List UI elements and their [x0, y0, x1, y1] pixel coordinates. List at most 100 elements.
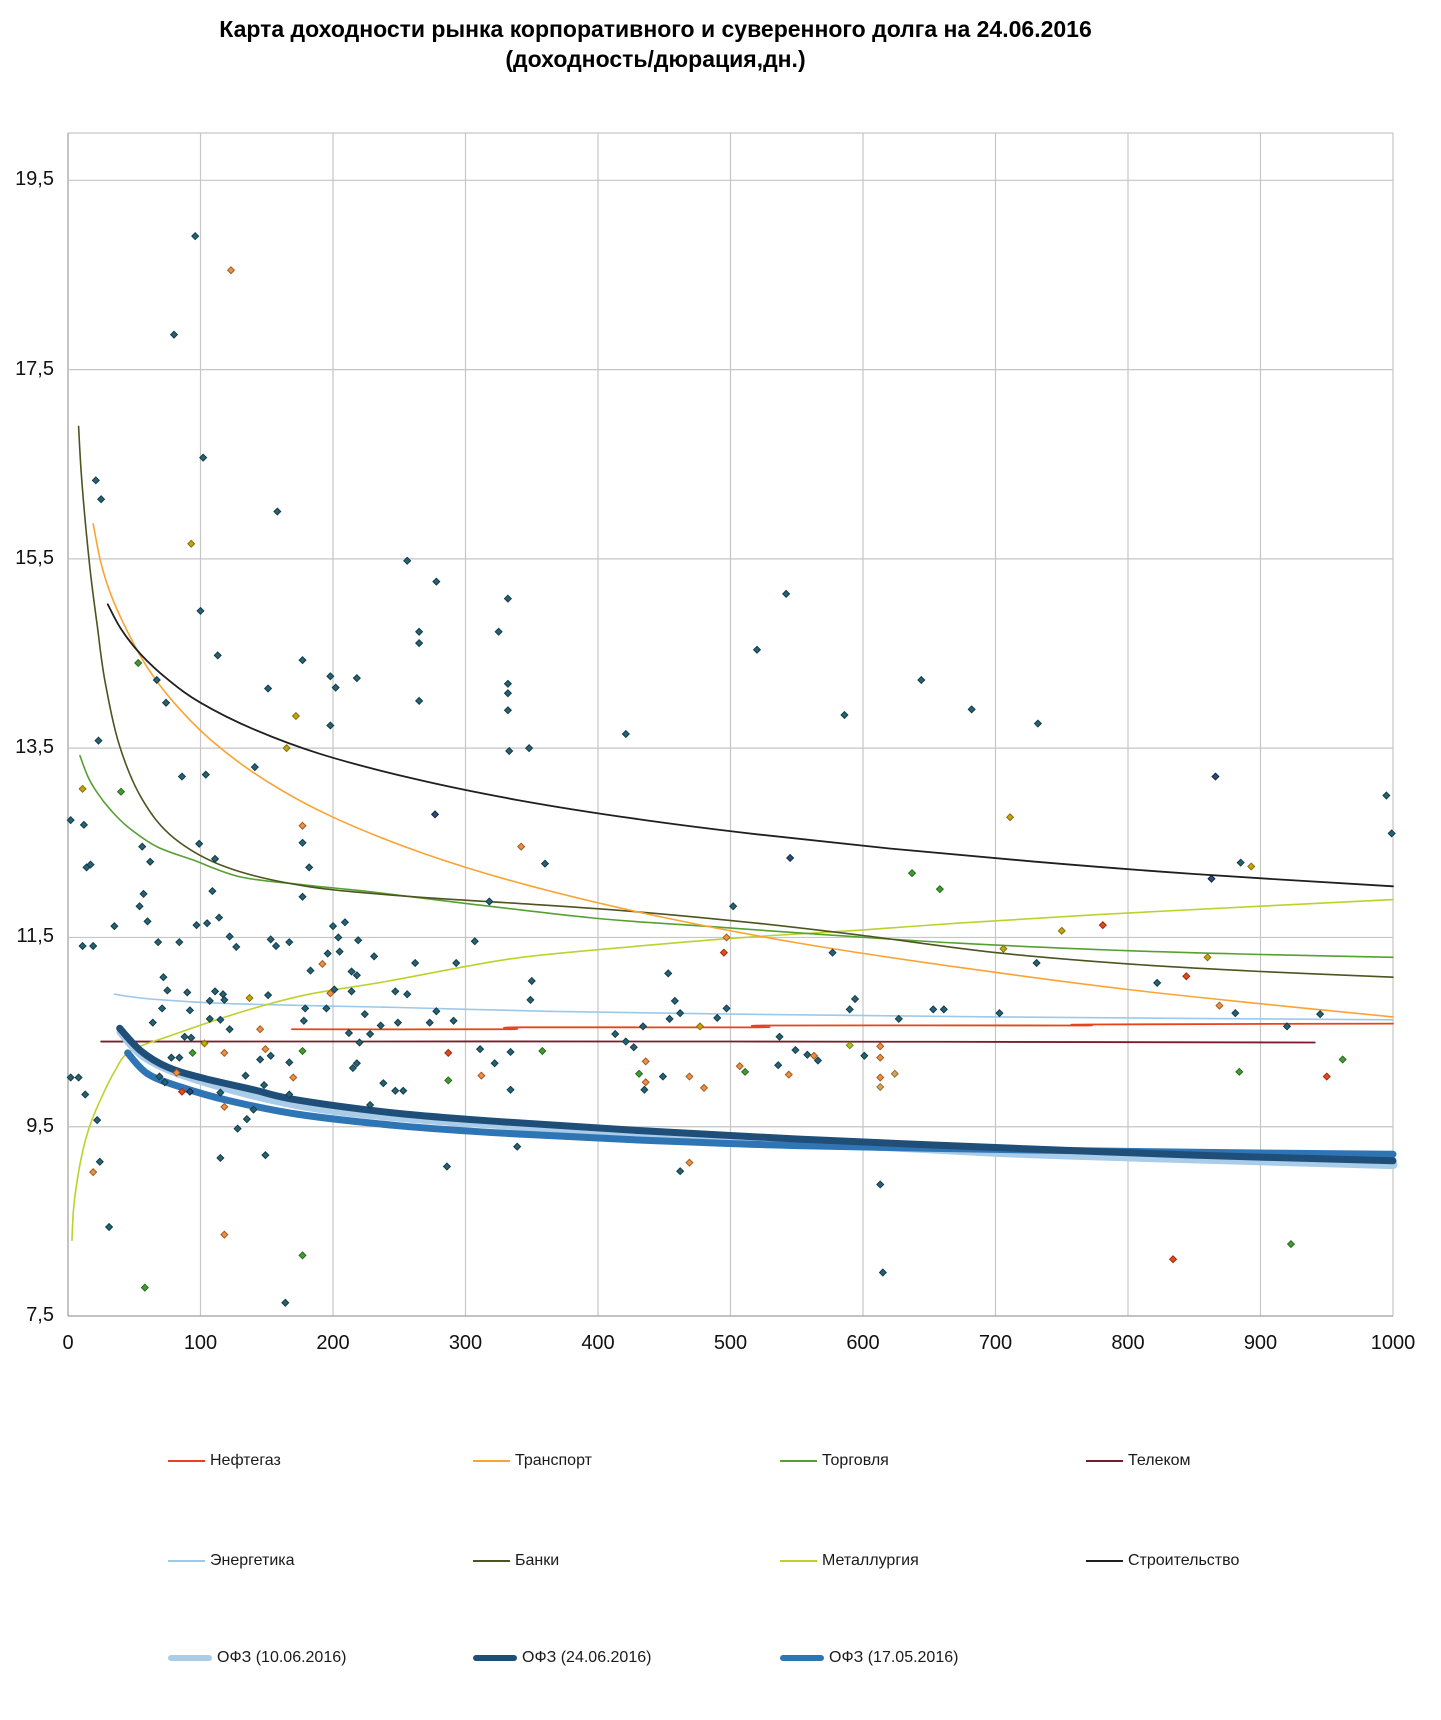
- chart-title-line1: Карта доходности рынка корпоративного и …: [219, 16, 1092, 42]
- scatter-point-bonds-main: [449, 1016, 458, 1025]
- scatter-point-bonds-main: [233, 1124, 242, 1133]
- x-tick-label: 900: [1243, 1332, 1278, 1354]
- legend-item-ofz-10-06: ОФЗ (10.06.2016): [168, 1647, 346, 1669]
- scatter-point-bonds-orange: [641, 1057, 650, 1066]
- scatter-point-bonds-green: [298, 1251, 307, 1260]
- scatter-point-bonds-red: [177, 1087, 187, 1096]
- legend-label: Телеком: [1128, 1452, 1191, 1469]
- scatter-point-bonds-orange: [318, 959, 327, 969]
- scatter-point-bonds-main: [78, 941, 87, 951]
- scatter-point-bonds-main: [138, 842, 147, 851]
- legend-label: Банки: [515, 1552, 560, 1569]
- y-tick-label: 13,5: [15, 736, 54, 759]
- legend-swatch-ofz-17-05: [780, 1655, 824, 1661]
- scatter-point-bonds-main: [782, 589, 791, 599]
- scatter-point-bonds-main: [513, 1142, 522, 1151]
- scatter-point-bonds-main: [95, 1157, 104, 1166]
- scatter-point-bonds-main: [232, 942, 241, 952]
- legend-item-stroitelstvo: Строительство: [1086, 1550, 1239, 1572]
- scatter-point-bonds-main: [775, 1032, 784, 1041]
- scatter-point-bonds-main: [299, 1016, 308, 1025]
- scatter-point-bonds-main: [104, 1222, 114, 1232]
- scatter-point-bonds-navy: [185, 1087, 195, 1096]
- scatter-point-bonds-yellow: [999, 944, 1008, 953]
- scatter-point-bonds-main: [285, 1058, 294, 1067]
- scatter-point-bonds-main: [845, 1005, 854, 1014]
- scatter-point-bonds-main: [713, 1013, 722, 1022]
- legend-label: ОФЗ (10.06.2016): [217, 1649, 347, 1666]
- legend-label: Торговля: [822, 1452, 889, 1469]
- scatter-point-bonds-main: [640, 1085, 649, 1094]
- scatter-point-bonds-main: [155, 1072, 164, 1081]
- curve-Энергетика: [113, 993, 1394, 1021]
- legend-swatch-telekom: [1086, 1460, 1123, 1462]
- legend-item-metallurgiya: Металлургия: [780, 1550, 919, 1572]
- scatter-point-bonds-main: [185, 1006, 195, 1015]
- y-tick-label: 15,5: [15, 546, 54, 569]
- scatter-point-bonds-main: [629, 1043, 638, 1052]
- scatter-point-bonds-main: [306, 966, 315, 975]
- scatter-point-bonds-main: [205, 996, 214, 1005]
- scatter-point-bonds-navy: [786, 853, 795, 863]
- scatter-point-bonds-green: [116, 787, 126, 796]
- legend-swatch-stroitelstvo: [1086, 1560, 1123, 1562]
- scatter-point-bonds-main: [340, 918, 350, 927]
- scatter-point-bonds-main: [301, 1004, 310, 1013]
- scatter-point-bonds-green: [1286, 1239, 1296, 1249]
- scatter-point-bonds-main: [242, 1115, 251, 1124]
- scatter-point-bonds-main: [271, 941, 281, 951]
- scatter-point-bonds-main: [917, 675, 926, 685]
- scatter-point-bonds-main: [752, 645, 762, 654]
- scatter-point-bonds-main: [352, 1059, 361, 1068]
- x-tick-label: 0: [62, 1332, 74, 1354]
- scatter-point-bonds-main: [485, 897, 494, 906]
- scatter-point-bonds-main: [774, 1061, 783, 1070]
- scatter-point-bonds-main: [216, 1088, 225, 1097]
- scatter-point-bonds-main: [506, 1047, 515, 1057]
- scatter-point-bonds-red: [1182, 972, 1191, 981]
- scatter-point-bonds-main: [415, 627, 424, 636]
- scatter-point-bonds-main: [180, 1032, 189, 1041]
- scatter-point-bonds-main: [344, 1028, 354, 1038]
- scatter-point-bonds-main: [611, 1029, 620, 1039]
- scatter-point-bonds-main: [256, 1055, 265, 1064]
- scatter-point-bonds-main: [175, 938, 184, 947]
- scatter-point-bonds-main: [1316, 1009, 1325, 1019]
- scatter-point-bonds-main: [878, 1268, 887, 1277]
- scatter-point-bonds-orange: [876, 1042, 885, 1051]
- scatter-point-bonds-main: [403, 556, 412, 565]
- scatter-point-bonds-main: [503, 689, 513, 698]
- scatter-point-bonds-orange: [722, 933, 731, 942]
- legend-item-telekom: Телеком: [1086, 1450, 1191, 1472]
- scatter-point-bonds-main: [506, 1085, 515, 1094]
- scatter-point-bonds-main: [201, 770, 210, 779]
- scatter-point-bonds-orange: [699, 1083, 709, 1093]
- scatter-point-bonds-main: [1032, 958, 1041, 968]
- scatter-point-bonds-main: [894, 1014, 903, 1023]
- scatter-point-bonds-orange: [289, 1073, 298, 1082]
- scatter-point-bonds-main: [225, 932, 234, 941]
- scatter-point-bonds-main: [183, 988, 192, 997]
- scatter-point-bonds-main: [393, 1018, 403, 1027]
- scatter-point-bonds-orange: [89, 1168, 98, 1177]
- scatter-point-bonds-main: [266, 1051, 275, 1060]
- y-tick-label: 17,5: [15, 357, 54, 380]
- scatter-point-bonds-orange: [809, 1051, 819, 1060]
- scatter-point-bonds-main: [490, 1059, 499, 1068]
- scatter-point-bonds-main: [250, 762, 259, 772]
- scatter-point-bonds-main: [399, 1086, 408, 1095]
- scatter-point-bonds-main: [263, 991, 273, 1000]
- scatter-point-bonds-orange: [685, 1158, 694, 1167]
- curve-Банки: [77, 425, 1394, 978]
- scatter-point-bonds-main: [638, 1022, 648, 1031]
- curve-Нефтегаз: [291, 1022, 1394, 1031]
- scatter-point-bonds-red: [444, 1048, 453, 1058]
- scatter-point-bonds-orange: [876, 1073, 885, 1082]
- scatter-point-bonds-main: [876, 1180, 885, 1189]
- scatter-point-bonds-main: [348, 1063, 357, 1073]
- scatter-point-bonds-main: [676, 1167, 685, 1176]
- x-tick-label: 300: [448, 1332, 483, 1354]
- scatter-point-bonds-main: [210, 987, 220, 996]
- x-tick-label: 800: [1111, 1332, 1145, 1354]
- scatter-point-bonds-main: [187, 1033, 196, 1042]
